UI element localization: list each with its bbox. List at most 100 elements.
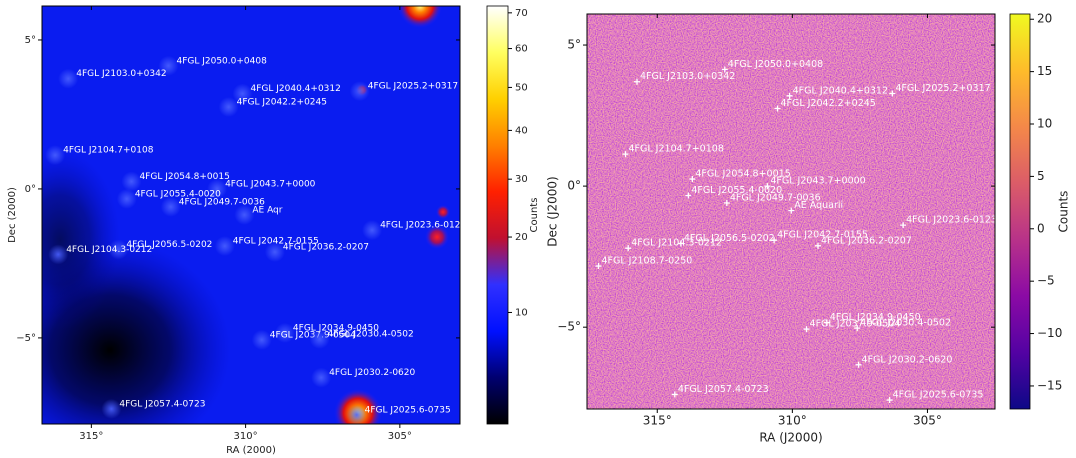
colorbar-tick-label: 15 <box>1037 64 1052 78</box>
y-tick-label: 0° <box>25 184 36 195</box>
source-label: 4FGL J2042.7-0155 <box>233 237 319 247</box>
x-axis-label: RA (2000) <box>226 445 276 456</box>
source-marker <box>786 92 793 99</box>
source-marker <box>771 237 778 244</box>
source-label: 4FGL J2036.2-0207 <box>283 243 369 253</box>
source-marker <box>774 105 781 112</box>
source-label: 4FGL J2043.7+0000 <box>770 176 865 187</box>
x-tick-label: 310° <box>234 431 258 442</box>
source-glow <box>264 242 285 263</box>
source-label: 4FGL J2057.4-0723 <box>119 399 205 409</box>
source-label: 4FGL J2042.2+0245 <box>237 97 327 107</box>
source-label: AE Aqr <box>252 205 282 215</box>
colorbar-tick-label: 30 <box>515 174 528 185</box>
source-label: 4FGL J2030.2-0620 <box>329 368 415 378</box>
source-label: 4FGL J2025.2+0317 <box>895 83 990 94</box>
source-glow <box>232 83 253 104</box>
source-label: 4FGL J2025.6-0735 <box>365 405 451 415</box>
source-marker <box>889 90 896 97</box>
source-glow <box>160 196 181 217</box>
source-label: 4FGL J2040.4+0312 <box>793 85 888 96</box>
y-axis-label: Dec (J2000) <box>546 176 560 246</box>
colorbar-tick-label: −5 <box>1037 274 1055 288</box>
colorbar-tick-label: 40 <box>515 125 528 136</box>
source-label: 4FGL J2030.4-0502 <box>860 318 951 329</box>
colorbar-tick-label: −15 <box>1037 378 1062 392</box>
source-glow <box>234 204 255 225</box>
y-tick-label: −5° <box>16 333 36 344</box>
source-label: 4FGL J2042.7-0155 <box>777 230 868 241</box>
source-label: 4FGL J2030.2-0620 <box>862 354 953 365</box>
colorbar-tick-label: 50 <box>515 82 528 93</box>
source-glow <box>158 55 179 76</box>
source-label: 4FGL J2025.2+0317 <box>368 82 458 92</box>
x-axis-label: RA (J2000) <box>759 431 822 445</box>
colorbar <box>1009 13 1031 410</box>
source-label: 4FGL J2050.0+0408 <box>176 56 267 66</box>
source-marker <box>886 397 893 404</box>
source-label: 4FGL J2050.0+0408 <box>728 59 823 70</box>
colorbar-tick-label: 70 <box>515 8 528 19</box>
source-marker <box>823 319 830 326</box>
source-label: 4FGL J2104.3-0212 <box>66 245 152 255</box>
source-marker <box>685 192 692 199</box>
source-glow <box>214 236 235 257</box>
source-glow <box>349 81 370 102</box>
source-label: 4FGL J2036.2-0207 <box>821 235 912 246</box>
source-glow <box>58 68 79 89</box>
colorbar-tick-label: 20 <box>515 232 528 243</box>
source-label: 4FGL J2049.7-0036 <box>730 193 821 204</box>
source-label: 4FGL J2104.7+0108 <box>63 146 154 156</box>
plot-frame <box>586 13 996 410</box>
source-glow <box>311 367 332 388</box>
source-marker <box>900 222 907 229</box>
sources: 4FGL J2050.0+0408 4FGL J2103.0+0342 4FGL J… <box>45 55 460 424</box>
colorbar-tick-label: −10 <box>1037 326 1062 340</box>
source-marker <box>625 245 632 252</box>
source-glow <box>101 398 122 419</box>
source-glow <box>346 404 367 424</box>
source-label: 4FGL J2043.7+0000 <box>225 179 316 189</box>
x-tick-label: 315° <box>643 414 672 428</box>
source-glow <box>218 96 239 117</box>
source-label: 4FGL J2103.0+0342 <box>76 69 166 79</box>
source-marker <box>633 78 640 85</box>
source-label: 4FGL J2054.8+0015 <box>695 169 790 180</box>
source-marker <box>764 183 771 190</box>
source-marker <box>721 66 728 73</box>
colorbar-label: Counts <box>529 198 540 233</box>
source-label: 4FGL J2056.5-0202 <box>684 233 775 244</box>
source-label: 4FGL J2103.0+0342 <box>640 71 735 82</box>
source-glow <box>116 188 137 209</box>
x-tick-label: 315° <box>79 431 103 442</box>
source-label: 4FGL J2055.4-0020 <box>135 189 221 199</box>
source-marker <box>622 151 629 158</box>
colorbar-tick-label: 20 <box>1037 12 1052 26</box>
source-label: 4FGL J2034.9-0450 <box>293 323 379 333</box>
y-axis-label: Dec (2000) <box>7 187 18 243</box>
source-label: 4FGL J2040.4+0312 <box>251 84 341 94</box>
x-tick-label: 305° <box>388 431 412 442</box>
source-label: 4FGL J2025.6-0735 <box>893 390 984 401</box>
source-marker <box>689 176 696 183</box>
source-marker <box>595 263 602 270</box>
colorbar-tick-label: 10 <box>515 307 528 318</box>
source-marker <box>723 200 730 207</box>
source-glow <box>362 220 383 241</box>
source-label: 4FGL J2030.4-0502 <box>328 329 414 339</box>
source-marker <box>855 361 862 368</box>
source-glow <box>121 171 142 192</box>
source-glow <box>309 328 330 349</box>
source-label: 4FGL J2049.7-0036 <box>179 197 265 207</box>
source-marker <box>815 242 822 249</box>
x-tick-label: 310° <box>778 414 807 428</box>
y-tick-label: 5° <box>567 38 581 52</box>
source-glow <box>274 322 295 343</box>
source-glow <box>45 145 66 166</box>
source-label: 4FGL J2042.2+0245 <box>780 98 875 109</box>
source-marker <box>671 391 678 398</box>
source-glow <box>108 239 129 260</box>
colorbar-tick-label: 5 <box>1037 169 1045 183</box>
source-label: 4FGL J2104.3-0212 <box>631 238 722 249</box>
